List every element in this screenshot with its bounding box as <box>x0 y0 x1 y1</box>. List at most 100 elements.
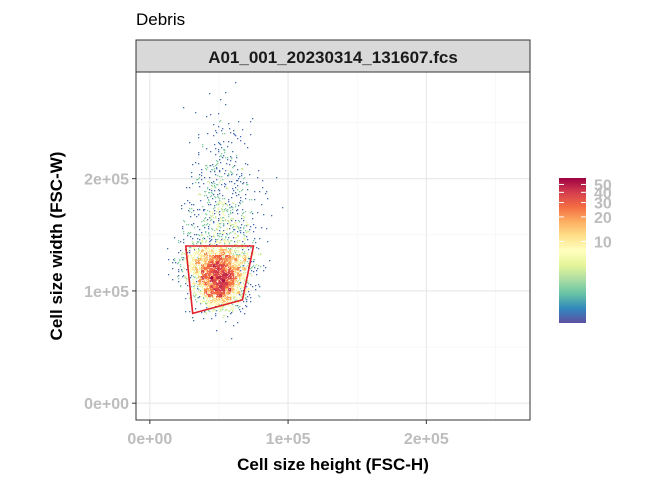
density-point <box>187 235 189 237</box>
density-point <box>198 152 200 154</box>
density-point <box>205 248 207 250</box>
density-point <box>213 293 215 295</box>
density-point <box>202 291 204 293</box>
density-point <box>209 285 211 287</box>
density-point <box>210 295 212 297</box>
density-point <box>241 173 243 175</box>
density-point <box>242 256 244 258</box>
density-point <box>227 281 229 283</box>
density-point <box>218 271 220 273</box>
density-point <box>192 279 194 281</box>
density-point <box>222 284 224 286</box>
density-point <box>238 255 240 257</box>
density-point <box>253 261 255 263</box>
density-point <box>200 285 202 287</box>
density-point <box>218 204 220 206</box>
density-point <box>226 309 228 311</box>
density-point <box>209 165 211 167</box>
density-point <box>238 275 240 277</box>
density-point <box>210 270 212 272</box>
density-point <box>225 219 227 221</box>
density-point <box>223 254 225 256</box>
density-point <box>258 254 260 256</box>
density-point <box>195 299 197 301</box>
density-point <box>208 273 210 275</box>
density-point <box>225 274 227 276</box>
density-point <box>222 307 224 309</box>
density-point <box>215 187 217 189</box>
density-point <box>230 291 232 293</box>
density-point <box>193 293 195 295</box>
density-point <box>228 267 230 269</box>
density-point <box>192 259 194 261</box>
density-point <box>194 267 196 269</box>
density-point <box>218 287 220 289</box>
density-point <box>207 197 209 199</box>
density-point <box>243 212 245 214</box>
density-point <box>192 283 194 285</box>
density-point <box>204 267 206 269</box>
density-point <box>228 265 230 267</box>
density-point <box>208 290 210 292</box>
density-point <box>207 304 209 306</box>
density-point <box>243 272 245 274</box>
density-point <box>208 294 210 296</box>
density-point <box>240 278 242 280</box>
density-point <box>207 277 209 279</box>
density-point <box>236 155 238 157</box>
density-point <box>197 273 199 275</box>
density-point <box>219 242 221 244</box>
density-point <box>196 265 198 267</box>
density-point <box>225 301 227 303</box>
density-point <box>211 260 213 262</box>
density-point <box>234 183 236 185</box>
density-point <box>242 201 244 203</box>
density-point <box>194 234 196 236</box>
density-point <box>227 261 229 263</box>
density-point <box>223 288 225 290</box>
density-point <box>236 268 238 270</box>
density-point <box>221 259 223 261</box>
density-point <box>219 272 221 274</box>
density-point <box>208 253 210 255</box>
density-point <box>205 258 207 260</box>
density-point <box>209 271 211 273</box>
density-point <box>267 241 269 243</box>
density-point <box>206 253 208 255</box>
density-point <box>196 271 198 273</box>
density-point <box>230 260 232 262</box>
density-point <box>212 275 214 277</box>
density-point <box>233 218 235 220</box>
density-point <box>239 293 241 295</box>
density-point <box>214 207 216 209</box>
density-point <box>225 282 227 284</box>
density-point <box>217 233 219 235</box>
density-point <box>220 250 222 252</box>
density-point <box>257 177 259 179</box>
density-point <box>234 269 236 271</box>
density-point <box>204 227 206 229</box>
density-point <box>238 194 240 196</box>
density-point <box>229 128 231 130</box>
density-point <box>239 298 241 300</box>
density-point <box>222 168 224 170</box>
density-point <box>241 273 243 275</box>
density-point <box>222 269 224 271</box>
density-point <box>213 251 215 253</box>
density-point <box>196 269 198 271</box>
density-point <box>224 300 226 302</box>
density-point <box>242 262 244 264</box>
density-point <box>224 173 226 175</box>
density-point <box>214 266 216 268</box>
density-point <box>201 279 203 281</box>
density-point <box>227 292 229 294</box>
density-point <box>221 271 223 273</box>
debris-gate-polygon[interactable] <box>184 245 255 315</box>
density-point <box>192 267 194 269</box>
density-point <box>213 259 215 261</box>
density-point <box>209 255 211 257</box>
density-point <box>204 269 206 271</box>
density-point <box>231 158 233 160</box>
density-point <box>245 258 247 260</box>
density-point <box>227 234 229 236</box>
